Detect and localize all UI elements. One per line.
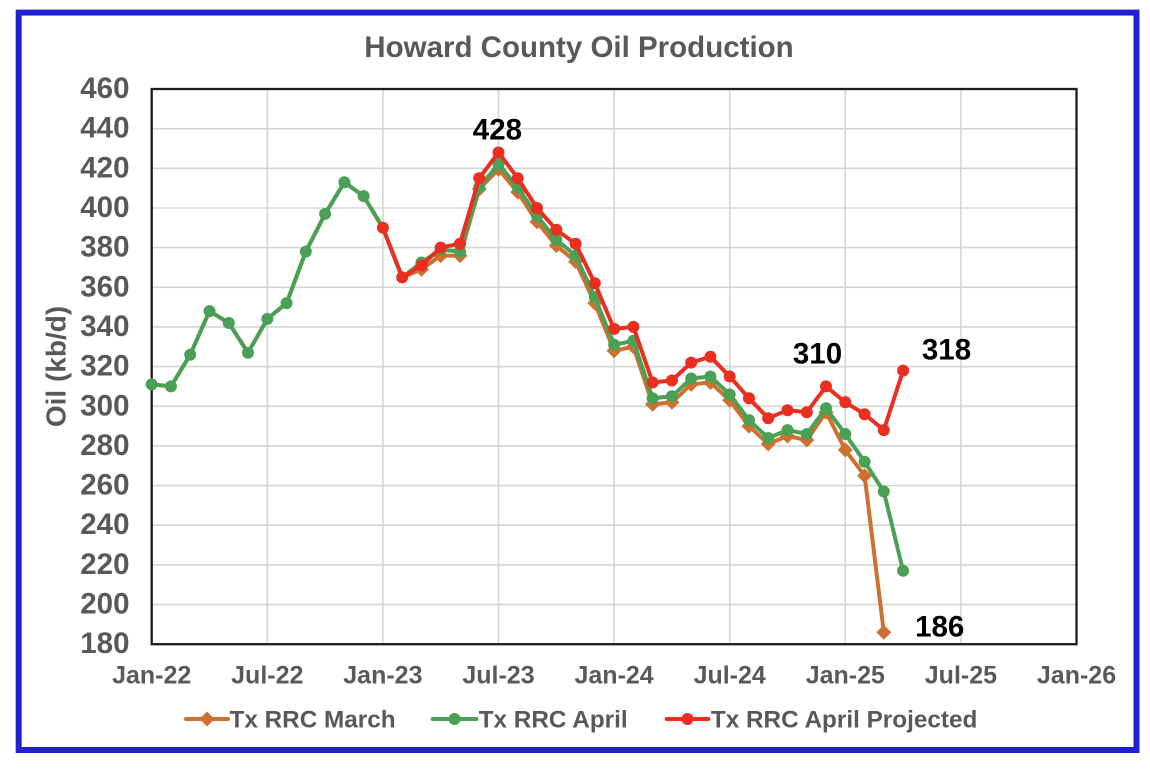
- svg-text:428: 428: [473, 114, 522, 147]
- svg-text:Tx RRC April Projected: Tx RRC April Projected: [711, 707, 977, 734]
- svg-text:340: 340: [80, 310, 129, 343]
- svg-text:310: 310: [793, 338, 842, 371]
- svg-text:Jan-26: Jan-26: [1037, 662, 1116, 690]
- svg-text:400: 400: [80, 191, 129, 224]
- svg-text:380: 380: [80, 231, 129, 264]
- svg-text:Jul-22: Jul-22: [231, 662, 303, 690]
- svg-text:Jul-25: Jul-25: [925, 662, 997, 690]
- svg-text:Tx RRC March: Tx RRC March: [230, 707, 396, 734]
- svg-text:Oil (kb/d): Oil (kb/d): [41, 306, 72, 427]
- svg-text:240: 240: [80, 508, 129, 541]
- svg-text:Jan-24: Jan-24: [574, 662, 653, 690]
- svg-text:Jan-25: Jan-25: [806, 662, 885, 690]
- svg-text:440: 440: [80, 112, 129, 145]
- svg-text:Jul-24: Jul-24: [694, 662, 766, 690]
- svg-text:Jan-22: Jan-22: [112, 662, 191, 690]
- svg-text:Tx RRC April: Tx RRC April: [479, 707, 628, 734]
- svg-text:186: 186: [915, 611, 964, 644]
- svg-text:420: 420: [80, 151, 129, 184]
- svg-text:200: 200: [80, 588, 129, 621]
- svg-text:Jan-23: Jan-23: [343, 662, 422, 690]
- svg-text:Jul-23: Jul-23: [462, 662, 534, 690]
- svg-text:Howard County Oil Production: Howard County Oil Production: [364, 31, 793, 64]
- svg-text:360: 360: [80, 270, 129, 303]
- svg-text:460: 460: [80, 72, 129, 105]
- svg-text:320: 320: [80, 350, 129, 383]
- svg-text:300: 300: [80, 389, 129, 422]
- svg-text:180: 180: [80, 627, 129, 660]
- svg-text:318: 318: [922, 334, 971, 367]
- svg-text:280: 280: [80, 429, 129, 462]
- svg-text:220: 220: [80, 548, 129, 581]
- svg-text:260: 260: [80, 469, 129, 502]
